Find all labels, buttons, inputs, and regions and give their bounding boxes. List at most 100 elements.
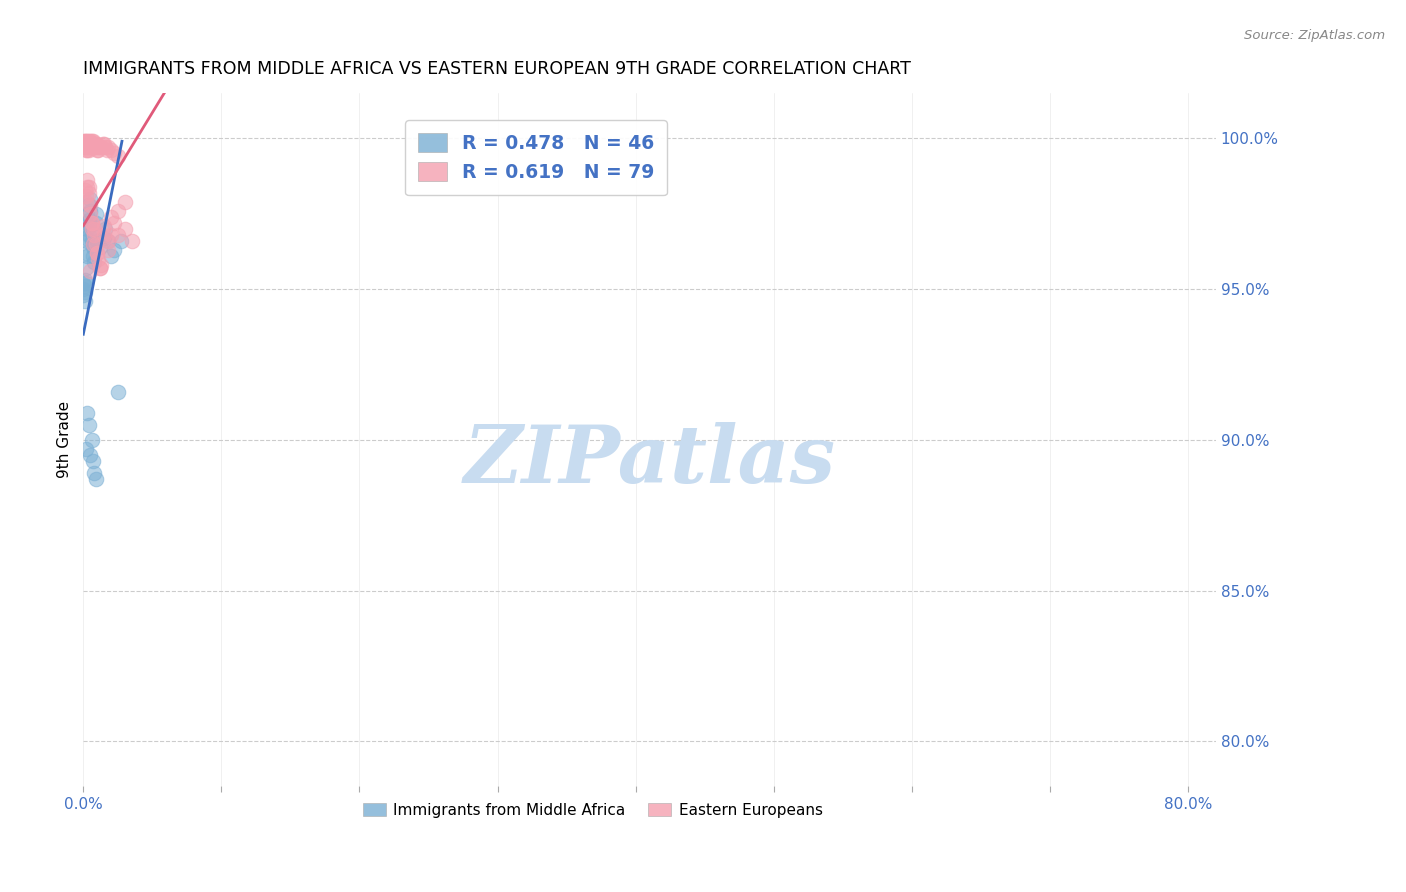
Point — [107, 384, 129, 399]
Point — [80, 140, 103, 154]
Point — [86, 245, 108, 260]
Point — [73, 285, 96, 299]
Point — [86, 245, 108, 260]
Point — [80, 216, 103, 230]
Point — [82, 140, 104, 154]
Point — [76, 134, 98, 148]
Point — [76, 144, 98, 158]
Point — [77, 144, 100, 158]
Point — [93, 227, 115, 242]
Point — [75, 260, 97, 275]
Legend: Immigrants from Middle Africa, Eastern Europeans: Immigrants from Middle Africa, Eastern E… — [357, 797, 830, 824]
Point — [75, 188, 97, 202]
Point — [79, 140, 101, 154]
Point — [80, 225, 103, 239]
Point — [121, 234, 143, 248]
Point — [83, 140, 105, 154]
Point — [73, 273, 96, 287]
Point — [83, 255, 105, 269]
Point — [73, 134, 96, 148]
Text: ZIPatlas: ZIPatlas — [464, 422, 835, 500]
Point — [76, 406, 98, 420]
Point — [100, 144, 122, 158]
Point — [83, 221, 105, 235]
Point — [84, 207, 107, 221]
Point — [75, 134, 97, 148]
Point — [89, 140, 111, 154]
Point — [79, 197, 101, 211]
Point — [73, 182, 96, 196]
Point — [77, 212, 100, 227]
Point — [80, 433, 103, 447]
Point — [114, 194, 136, 209]
Point — [110, 234, 132, 248]
Point — [72, 282, 94, 296]
Point — [86, 144, 108, 158]
Point — [96, 144, 118, 158]
Point — [89, 260, 111, 275]
Point — [79, 137, 101, 152]
Point — [76, 207, 98, 221]
Point — [107, 227, 129, 242]
Point — [72, 276, 94, 290]
Point — [83, 227, 105, 242]
Point — [72, 134, 94, 148]
Point — [79, 219, 101, 233]
Point — [75, 216, 97, 230]
Point — [73, 279, 96, 293]
Point — [77, 417, 100, 432]
Point — [76, 173, 98, 187]
Point — [84, 140, 107, 154]
Point — [93, 231, 115, 245]
Point — [84, 236, 107, 251]
Point — [79, 264, 101, 278]
Point — [82, 249, 104, 263]
Point — [80, 137, 103, 152]
Point — [75, 245, 97, 260]
Point — [100, 227, 122, 242]
Point — [103, 146, 125, 161]
Point — [76, 249, 98, 263]
Point — [84, 472, 107, 486]
Point — [90, 140, 112, 154]
Point — [80, 134, 103, 148]
Point — [89, 260, 111, 275]
Point — [76, 140, 98, 154]
Point — [82, 134, 104, 148]
Point — [97, 243, 120, 257]
Point — [91, 137, 114, 152]
Point — [83, 137, 105, 152]
Point — [75, 231, 97, 245]
Point — [97, 234, 120, 248]
Point — [75, 140, 97, 154]
Point — [73, 294, 96, 309]
Point — [77, 134, 100, 148]
Point — [97, 140, 120, 154]
Text: IMMIGRANTS FROM MIDDLE AFRICA VS EASTERN EUROPEAN 9TH GRADE CORRELATION CHART: IMMIGRANTS FROM MIDDLE AFRICA VS EASTERN… — [83, 60, 911, 78]
Point — [80, 221, 103, 235]
Point — [75, 276, 97, 290]
Point — [73, 137, 96, 152]
Point — [90, 258, 112, 272]
Point — [79, 134, 101, 148]
Point — [76, 221, 98, 235]
Point — [72, 137, 94, 152]
Point — [77, 179, 100, 194]
Point — [86, 137, 108, 152]
Point — [76, 179, 98, 194]
Point — [87, 144, 110, 158]
Point — [103, 243, 125, 257]
Point — [75, 442, 97, 456]
Point — [84, 216, 107, 230]
Point — [82, 240, 104, 254]
Point — [77, 197, 100, 211]
Point — [80, 216, 103, 230]
Point — [79, 448, 101, 462]
Point — [76, 234, 98, 248]
Point — [114, 221, 136, 235]
Point — [82, 454, 104, 468]
Point — [76, 137, 98, 152]
Point — [82, 236, 104, 251]
Point — [100, 210, 122, 224]
Point — [77, 137, 100, 152]
